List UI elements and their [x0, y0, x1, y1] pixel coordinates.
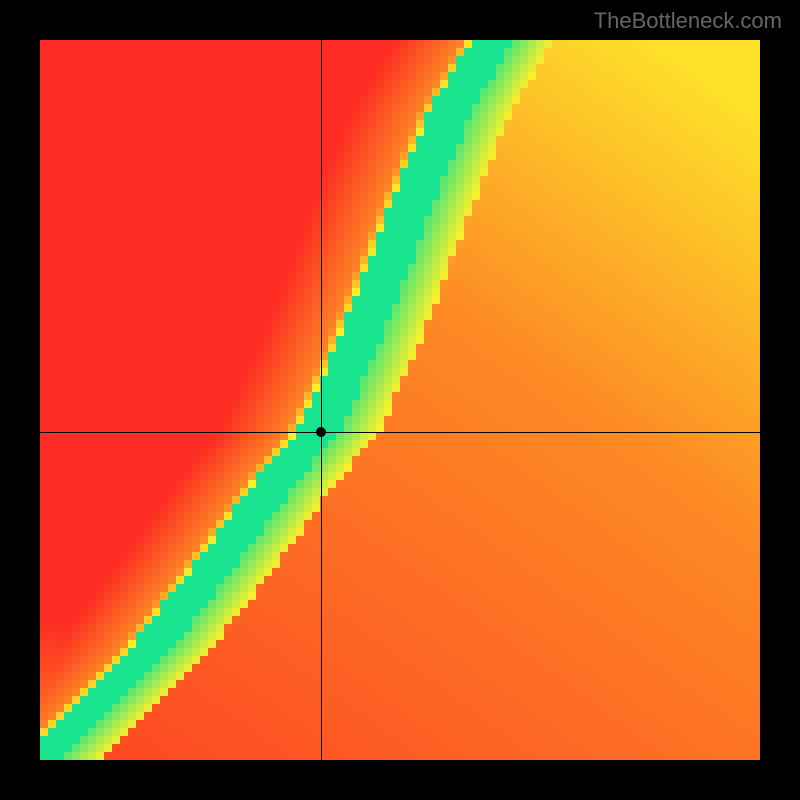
crosshair-horizontal [40, 432, 760, 433]
chart-container: TheBottleneck.com [0, 0, 800, 800]
marker-dot [316, 427, 326, 437]
heatmap-canvas [40, 40, 760, 760]
crosshair-vertical [321, 40, 322, 760]
watermark-text: TheBottleneck.com [594, 8, 782, 34]
heatmap-plot [40, 40, 760, 760]
